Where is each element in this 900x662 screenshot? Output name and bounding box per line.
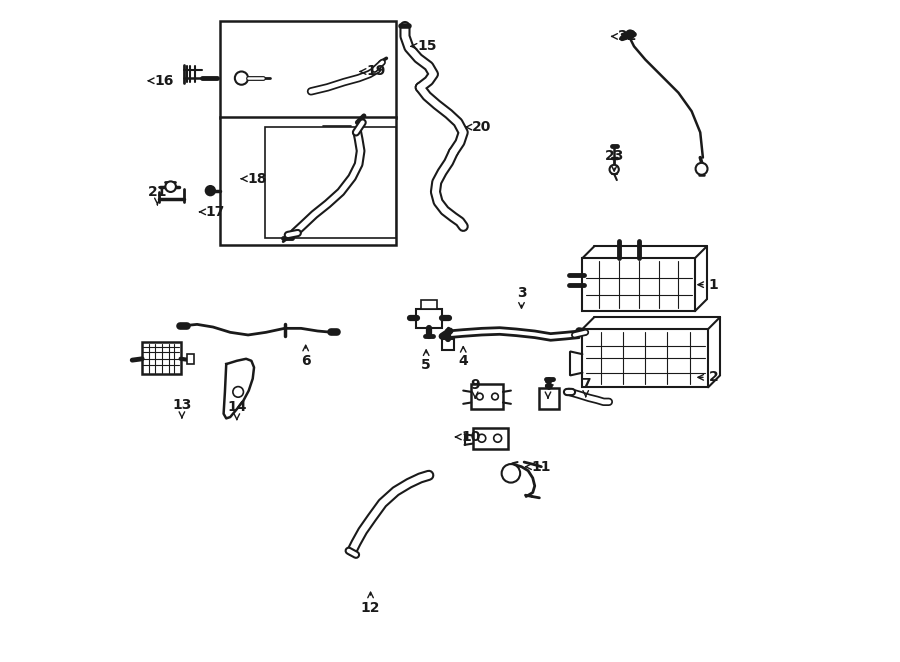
Bar [582, 329, 708, 387]
Text: 14: 14 [227, 400, 247, 420]
Bar [442, 339, 454, 350]
Text: 20: 20 [466, 120, 491, 134]
Bar [472, 384, 503, 409]
Text: 21: 21 [148, 185, 167, 205]
Bar [582, 258, 695, 311]
Bar [142, 342, 181, 374]
Text: 23: 23 [605, 148, 624, 171]
Bar [220, 117, 396, 245]
Text: 11: 11 [526, 459, 551, 474]
Text: 18: 18 [241, 171, 266, 186]
Circle shape [233, 387, 244, 397]
Text: 5: 5 [421, 350, 431, 373]
Circle shape [478, 434, 486, 442]
Text: 15: 15 [411, 39, 436, 54]
Text: 12: 12 [361, 592, 381, 615]
Circle shape [166, 181, 176, 192]
Text: 8: 8 [543, 378, 553, 398]
Polygon shape [223, 359, 254, 418]
Bar [186, 354, 194, 364]
Circle shape [626, 30, 634, 38]
Circle shape [476, 393, 483, 400]
Circle shape [206, 186, 215, 195]
Text: 6: 6 [301, 346, 310, 368]
Text: 19: 19 [360, 64, 385, 79]
Text: 16: 16 [148, 73, 174, 88]
Bar [416, 309, 442, 328]
Bar [539, 388, 559, 409]
Text: 3: 3 [517, 285, 526, 308]
Text: 22: 22 [612, 29, 637, 44]
Bar [473, 428, 508, 449]
Bar [421, 300, 436, 309]
Circle shape [696, 163, 707, 175]
Text: 2: 2 [698, 370, 718, 385]
Text: 13: 13 [172, 398, 192, 418]
Circle shape [494, 434, 501, 442]
Text: 9: 9 [471, 378, 480, 398]
Text: 1: 1 [698, 277, 718, 292]
Text: 10: 10 [455, 430, 481, 444]
Bar [220, 21, 396, 118]
Circle shape [609, 165, 619, 174]
Circle shape [501, 464, 520, 483]
Text: 4: 4 [458, 347, 468, 368]
Circle shape [235, 71, 248, 85]
Circle shape [491, 393, 499, 400]
Text: 17: 17 [200, 205, 225, 219]
Text: 7: 7 [580, 377, 590, 397]
Bar [265, 127, 396, 238]
